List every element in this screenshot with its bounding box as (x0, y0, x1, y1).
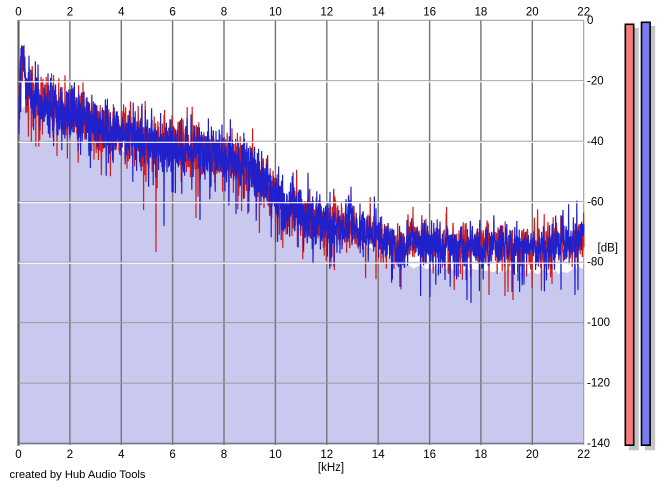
svg-text:16: 16 (423, 7, 436, 19)
svg-text:12: 12 (320, 449, 333, 461)
svg-text:-120: -120 (587, 378, 610, 390)
svg-text:4: 4 (118, 449, 125, 461)
svg-text:0: 0 (15, 7, 21, 19)
svg-text:-40: -40 (587, 136, 604, 148)
svg-text:10: 10 (269, 449, 282, 461)
svg-text:16: 16 (423, 449, 436, 461)
svg-text:0: 0 (587, 15, 593, 27)
svg-text:0: 0 (15, 449, 21, 461)
svg-text:2: 2 (67, 7, 73, 19)
svg-text:12: 12 (320, 7, 333, 19)
svg-text:14: 14 (372, 7, 385, 19)
svg-text:18: 18 (475, 449, 488, 461)
svg-text:-60: -60 (587, 196, 604, 208)
svg-text:8: 8 (221, 449, 227, 461)
svg-text:10: 10 (269, 7, 282, 19)
svg-text:4: 4 (118, 7, 125, 19)
svg-text:-20: -20 (587, 75, 604, 87)
svg-text:6: 6 (169, 7, 175, 19)
svg-text:created by Hub Audio Tools: created by Hub Audio Tools (10, 469, 146, 481)
svg-text:-80: -80 (587, 257, 604, 269)
svg-text:20: 20 (526, 449, 539, 461)
svg-text:22: 22 (577, 449, 590, 461)
svg-text:[dB]: [dB] (598, 243, 618, 255)
svg-text:18: 18 (475, 7, 488, 19)
svg-text:-100: -100 (587, 317, 610, 329)
svg-text:8: 8 (221, 7, 227, 19)
svg-text:-140: -140 (587, 438, 610, 450)
svg-text:22: 22 (577, 7, 590, 19)
svg-text:6: 6 (169, 449, 175, 461)
svg-text:[kHz]: [kHz] (318, 462, 344, 474)
svg-text:20: 20 (526, 7, 539, 19)
svg-text:2: 2 (67, 449, 73, 461)
svg-text:14: 14 (372, 449, 385, 461)
